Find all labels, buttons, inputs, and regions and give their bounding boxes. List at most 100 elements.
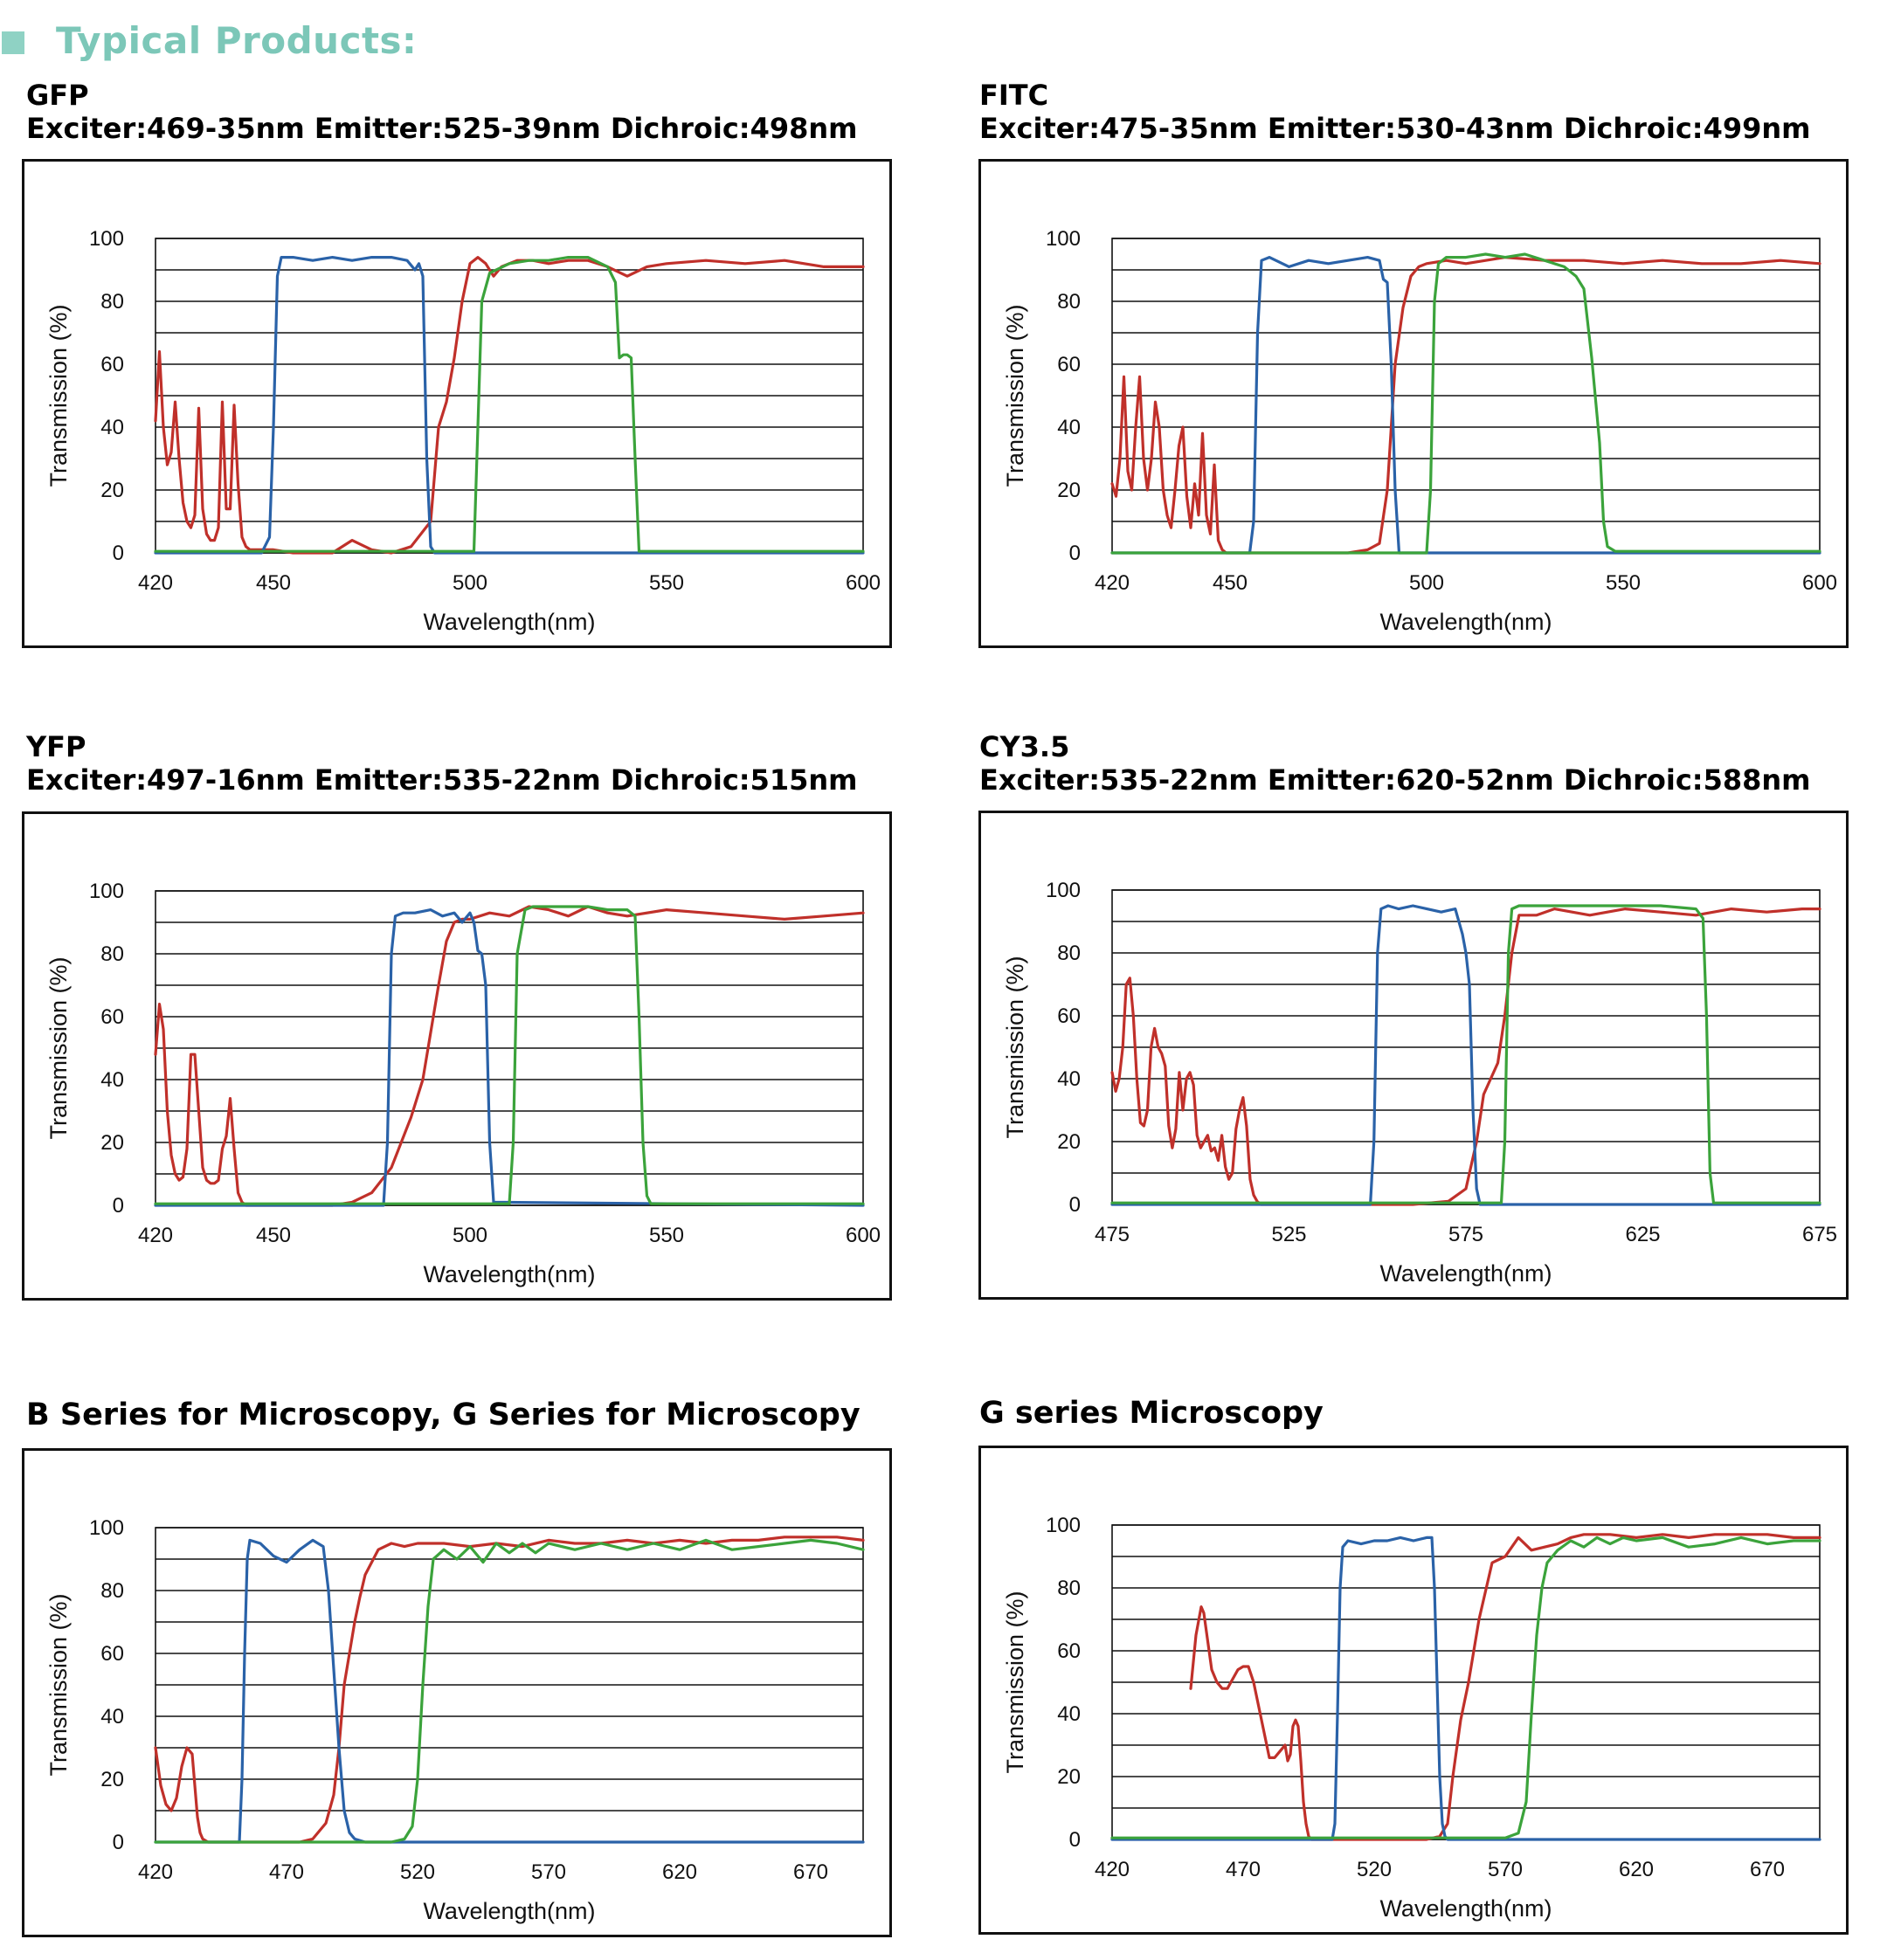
chart-yfp: 0 20 40 60 80 100 420 450 500 550 600 Wavelength(nm… xyxy=(22,811,892,1301)
series-line-exciter xyxy=(154,1538,865,1844)
y-tick-label: 80 xyxy=(100,290,124,314)
section-marker xyxy=(2,31,24,54)
y-tick-label: 80 xyxy=(100,942,124,966)
y-tick-label: 40 xyxy=(100,1705,124,1729)
chart-gfp: 0 20 40 60 80 100 420 450 500 550 600 Wavelength(nm… xyxy=(22,159,892,648)
y-tick-label: 80 xyxy=(1057,1577,1081,1600)
x-axis-label: Wavelength(nm) xyxy=(423,1898,595,1924)
x-tick-label: 420 xyxy=(1095,571,1130,595)
x-tick-label: 500 xyxy=(453,1224,487,1247)
y-tick-label: 0 xyxy=(113,1194,124,1218)
y-tick-label: 80 xyxy=(1057,942,1081,965)
series-line-dichroic xyxy=(154,255,865,555)
y-tick-label: 60 xyxy=(1057,1004,1081,1028)
series-line-emitter xyxy=(1110,904,1821,1204)
panel-spec-fitc: Exciter:475-35nm Emitter:530-43nm Dichro… xyxy=(979,112,1811,145)
y-tick-label: 40 xyxy=(1057,1067,1081,1091)
y-tick-label: 100 xyxy=(1046,879,1081,902)
panel-title-b-series: B Series for Microscopy, G Series for Mi… xyxy=(26,1398,861,1432)
chart-svg: 0 20 40 60 80 100 420 470 520 570 620 670 Wavelength… xyxy=(1002,1514,1821,1922)
x-axis-label: Wavelength(nm) xyxy=(1379,1260,1552,1287)
panel-title-g-series: G series Microscopy xyxy=(979,1396,1324,1431)
x-axis-label: Wavelength(nm) xyxy=(423,609,595,635)
x-tick-label: 520 xyxy=(1357,1858,1392,1881)
x-tick-label: 420 xyxy=(1095,1858,1130,1881)
x-tick-label: 670 xyxy=(793,1860,828,1884)
x-tick-label: 450 xyxy=(1213,571,1248,595)
chart-b-series: 0 20 40 60 80 100 420 470 520 570 620 670 Wavelength… xyxy=(22,1448,892,1937)
chart-svg: 0 20 40 60 80 100 420 450 500 550 600 Wavelength(nm… xyxy=(1002,227,1837,635)
y-tick-label: 0 xyxy=(113,1831,124,1854)
x-tick-label: 470 xyxy=(1226,1858,1261,1881)
x-tick-label: 570 xyxy=(531,1860,566,1884)
y-tick-label: 20 xyxy=(1057,479,1081,502)
series-line-dichroic xyxy=(154,1536,865,1844)
x-tick-label: 550 xyxy=(649,1224,684,1247)
plot-frame xyxy=(1111,889,1821,1205)
y-tick-label: 20 xyxy=(100,1768,124,1791)
x-tick-label: 500 xyxy=(1409,571,1444,595)
x-tick-label: 670 xyxy=(1750,1858,1785,1881)
series-line-dichroic xyxy=(1189,1533,1821,1841)
panel-spec-gfp: Exciter:469-35nm Emitter:525-39nm Dichro… xyxy=(26,112,858,145)
panel-spec-cy35: Exciter:535-22nm Emitter:620-52nm Dichro… xyxy=(979,763,1811,797)
y-tick-label: 100 xyxy=(89,1516,124,1540)
x-tick-label: 600 xyxy=(1802,571,1837,595)
y-tick-label: 60 xyxy=(1057,353,1081,376)
series-line-exciter xyxy=(154,908,865,1207)
y-tick-label: 20 xyxy=(100,479,124,502)
x-tick-label: 450 xyxy=(256,571,291,595)
series-line-emitter xyxy=(154,905,865,1205)
series-line-dichroic xyxy=(1110,907,1821,1206)
y-tick-label: 60 xyxy=(100,353,124,376)
y-tick-label: 60 xyxy=(1057,1639,1081,1663)
y-tick-label: 60 xyxy=(100,1642,124,1666)
y-tick-label: 100 xyxy=(1046,1514,1081,1537)
y-axis-label: Transmission (%) xyxy=(1002,956,1028,1138)
x-tick-label: 470 xyxy=(269,1860,304,1884)
chart-svg: 0 20 40 60 80 100 475 525 575 625 675 Wavelength(nm… xyxy=(1002,879,1837,1287)
series-line-exciter xyxy=(154,255,865,555)
y-axis-label: Transmission (%) xyxy=(1002,304,1028,487)
y-tick-label: 100 xyxy=(1046,227,1081,251)
section-title: Typical Products: xyxy=(56,19,418,62)
y-axis-label: Transmission (%) xyxy=(45,304,72,487)
chart-svg: 0 20 40 60 80 100 420 470 520 570 620 670 Wavelength… xyxy=(45,1516,865,1924)
panel-title-gfp: GFP xyxy=(26,79,89,112)
y-tick-label: 0 xyxy=(1069,542,1081,565)
chart-g-series: 0 20 40 60 80 100 420 470 520 570 620 670 Wavelength… xyxy=(978,1446,1849,1935)
series-line-dichroic xyxy=(154,905,865,1207)
y-axis-label: Transmission (%) xyxy=(45,956,72,1139)
panel-title-cy35: CY3.5 xyxy=(979,730,1070,763)
series-line-exciter xyxy=(1110,904,1821,1206)
series-line-emitter xyxy=(154,255,865,553)
x-axis-label: Wavelength(nm) xyxy=(1379,609,1552,635)
panel-title-yfp: YFP xyxy=(26,730,86,763)
chart-svg: 0 20 40 60 80 100 420 450 500 550 600 Wavelength(nm… xyxy=(45,880,881,1287)
y-tick-label: 40 xyxy=(100,416,124,439)
x-tick-label: 450 xyxy=(256,1224,291,1247)
chart-svg: 0 20 40 60 80 100 420 450 500 550 600 Wavelength(nm… xyxy=(45,227,881,635)
series-line-emitter xyxy=(1110,252,1821,555)
x-tick-label: 600 xyxy=(846,1224,881,1247)
x-tick-label: 420 xyxy=(138,571,173,595)
y-axis-label: Transmission (%) xyxy=(1002,1591,1028,1773)
x-tick-label: 475 xyxy=(1095,1223,1130,1246)
y-tick-label: 0 xyxy=(1069,1193,1081,1217)
panel-title-fitc: FITC xyxy=(979,79,1049,112)
y-tick-label: 0 xyxy=(113,542,124,565)
y-tick-label: 40 xyxy=(1057,416,1081,439)
y-tick-label: 20 xyxy=(100,1131,124,1155)
x-axis-label: Wavelength(nm) xyxy=(423,1261,595,1287)
y-tick-label: 20 xyxy=(1057,1765,1081,1789)
y-tick-label: 40 xyxy=(100,1068,124,1092)
y-axis-label: Transmission (%) xyxy=(45,1593,72,1776)
x-tick-label: 525 xyxy=(1271,1223,1306,1246)
series-line-emitter xyxy=(154,1538,865,1844)
series-line-emitter xyxy=(1110,1536,1821,1839)
y-tick-label: 40 xyxy=(1057,1702,1081,1726)
y-tick-label: 100 xyxy=(89,880,124,903)
panel-spec-yfp: Exciter:497-16nm Emitter:535-22nm Dichro… xyxy=(26,763,858,797)
x-tick-label: 620 xyxy=(1619,1858,1654,1881)
x-tick-label: 575 xyxy=(1448,1223,1483,1246)
